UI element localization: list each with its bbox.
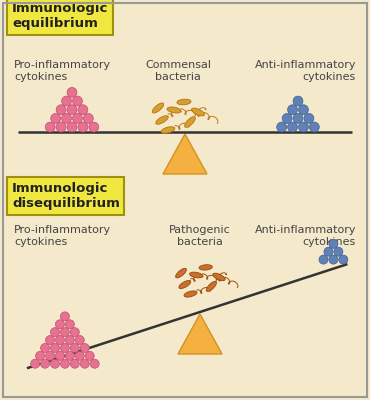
Circle shape [50,328,60,337]
Circle shape [304,114,314,123]
Ellipse shape [156,116,168,124]
Text: Pro-inflammatory
cytokines: Pro-inflammatory cytokines [14,225,111,246]
Text: Immunologic
equilibrium: Immunologic equilibrium [12,2,108,30]
Circle shape [67,105,77,115]
Circle shape [299,122,309,132]
Circle shape [51,114,61,123]
Circle shape [56,351,64,360]
Circle shape [65,351,74,360]
Text: Commensal
bacteria: Commensal bacteria [145,60,211,82]
Circle shape [80,344,89,352]
Text: Anti-inflammatory
cytokines: Anti-inflammatory cytokines [255,60,356,82]
Circle shape [67,122,77,132]
Ellipse shape [213,273,225,280]
Circle shape [70,328,79,337]
Circle shape [70,344,79,352]
Circle shape [36,351,45,360]
Circle shape [60,359,70,368]
Circle shape [65,336,74,344]
Circle shape [70,359,79,368]
Circle shape [334,247,343,256]
Text: Pathogenic
bacteria: Pathogenic bacteria [169,225,231,246]
Circle shape [73,96,83,106]
Ellipse shape [161,127,175,133]
Polygon shape [178,314,222,354]
Circle shape [309,122,319,132]
Ellipse shape [199,265,212,270]
Circle shape [65,320,74,329]
Ellipse shape [192,108,205,116]
Circle shape [61,96,71,106]
Circle shape [80,359,89,368]
Circle shape [50,359,60,368]
Circle shape [339,255,348,264]
Circle shape [75,351,84,360]
Circle shape [329,255,338,264]
Ellipse shape [152,103,164,113]
Circle shape [60,344,70,352]
Text: Pro-inflammatory
cytokines: Pro-inflammatory cytokines [14,60,111,82]
Circle shape [60,328,70,337]
Circle shape [287,105,297,115]
Circle shape [89,122,99,132]
Circle shape [293,96,303,106]
Ellipse shape [184,291,197,297]
Circle shape [46,351,54,360]
Circle shape [56,336,64,344]
Circle shape [67,88,77,97]
Circle shape [78,105,88,115]
Ellipse shape [190,272,203,278]
Ellipse shape [177,99,191,105]
Circle shape [90,359,99,368]
Circle shape [277,122,287,132]
Circle shape [46,336,54,344]
Circle shape [41,344,50,352]
Circle shape [299,105,309,115]
Circle shape [61,114,71,123]
Text: Anti-inflammatory
cytokines: Anti-inflammatory cytokines [255,225,356,246]
Circle shape [329,239,338,248]
Circle shape [75,336,84,344]
Circle shape [56,105,66,115]
Text: Immunologic
disequilibrium: Immunologic disequilibrium [12,182,120,210]
Circle shape [293,114,303,123]
Circle shape [45,122,55,132]
Circle shape [78,122,88,132]
Ellipse shape [206,281,216,292]
Ellipse shape [185,117,195,127]
Circle shape [41,359,50,368]
Circle shape [287,122,297,132]
Circle shape [73,114,83,123]
Circle shape [324,247,333,256]
Circle shape [60,312,70,321]
Ellipse shape [179,280,191,288]
Circle shape [83,114,93,123]
Circle shape [56,122,66,132]
Circle shape [31,359,40,368]
Circle shape [319,255,328,264]
Circle shape [56,320,64,329]
Ellipse shape [176,268,186,278]
Ellipse shape [167,107,181,113]
Polygon shape [163,134,207,174]
Circle shape [85,351,94,360]
Circle shape [50,344,60,352]
Circle shape [282,114,292,123]
